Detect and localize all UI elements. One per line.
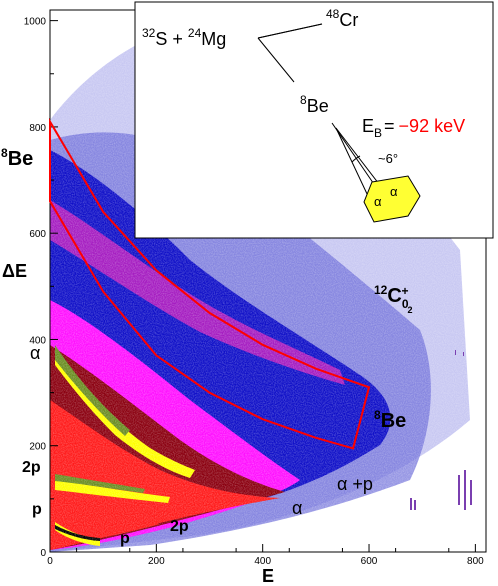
stray-points — [410, 350, 472, 510]
p-label: p — [32, 501, 42, 518]
inset-eb: EB = −92 keV — [362, 116, 465, 140]
two-p-bottom-label: 2p — [170, 518, 189, 535]
c12-subscript-2: 2 — [408, 305, 413, 315]
inset-mg24-mass: 24 — [188, 26, 202, 40]
y-axis: 0 200 400 600 800 1000 — [24, 17, 58, 559]
inset-eb-letter: E — [362, 116, 374, 136]
y-tick-label: 1000 — [24, 17, 47, 28]
inset-eb-value: −92 keV — [399, 116, 466, 136]
be8-left-mass: 8 — [1, 146, 8, 160]
inset-line-cr — [257, 23, 323, 39]
inset-angle-arc — [351, 155, 361, 163]
p-bottom-label: p — [120, 530, 130, 547]
be8-left-label: 8Be — [1, 146, 33, 170]
inset-box — [134, 1, 494, 239]
inset-alpha-a: α — [374, 194, 382, 209]
inset-line-eb — [331, 122, 379, 191]
y-tick-label: 600 — [29, 229, 46, 240]
c12-mass: 12 — [374, 283, 388, 297]
alpha-center-label: α — [292, 498, 302, 518]
inset-eb-eq: = — [384, 116, 395, 136]
y-tick-label: 400 — [29, 335, 46, 346]
c12-label: 12C0+2 — [374, 283, 413, 315]
inset-detector — [363, 175, 421, 223]
alpha-left-label: α — [30, 343, 40, 363]
c12-symbol: C — [387, 285, 401, 307]
inset-cone-a — [335, 127, 383, 189]
inset-be8-mass: 8 — [300, 93, 307, 107]
y-axis-title: ΔE — [2, 261, 27, 281]
inset-alpha-b: α — [390, 184, 398, 199]
inset-cr48: 48Cr — [326, 7, 358, 30]
x-tick-label: 600 — [361, 556, 378, 567]
be8-left-sym: Be — [8, 148, 34, 170]
c12-subscript: 0 — [402, 297, 409, 311]
be8-right-mass: 8 — [374, 408, 381, 422]
inset-be8: 8Be — [300, 93, 329, 116]
y-tick-label: 800 — [29, 123, 46, 134]
inset-cr48-mass: 48 — [326, 7, 340, 21]
inset-be8-sym: Be — [307, 96, 329, 116]
inset-reaction-s32: 32S + 24Mg — [142, 26, 226, 49]
be8-right-sym: Be — [381, 410, 407, 432]
inset-cr48-sym: Cr — [339, 10, 358, 30]
inset-s32-sym: S + — [155, 29, 188, 49]
x-tick-label: 800 — [467, 556, 484, 567]
reaction-inset: 32S + 24Mg 48Cr 8Be EB = −92 keV ~6° α α — [134, 1, 494, 239]
x-tick-label: 0 — [47, 556, 53, 567]
inset-angle: ~6° — [378, 151, 398, 166]
two-p-label: 2p — [22, 459, 41, 476]
inset-mg24-sym: Mg — [201, 29, 226, 49]
x-axis: 0 200 400 600 800 — [47, 544, 484, 567]
y-tick-label: 200 — [29, 442, 46, 453]
x-tick-label: 400 — [254, 556, 271, 567]
inset-line-be — [257, 37, 295, 83]
y-tick-label: 0 — [40, 548, 46, 559]
be8-right-label: 8Be — [374, 408, 406, 432]
inset-s32-mass: 32 — [142, 26, 156, 40]
be8-gate — [49, 117, 371, 450]
alpha-p-label: α +p — [337, 474, 373, 494]
x-axis-title: E — [262, 566, 274, 586]
c12-superscript: + — [402, 284, 409, 298]
inset-eb-sub: B — [374, 126, 382, 140]
x-tick-label: 200 — [148, 556, 165, 567]
